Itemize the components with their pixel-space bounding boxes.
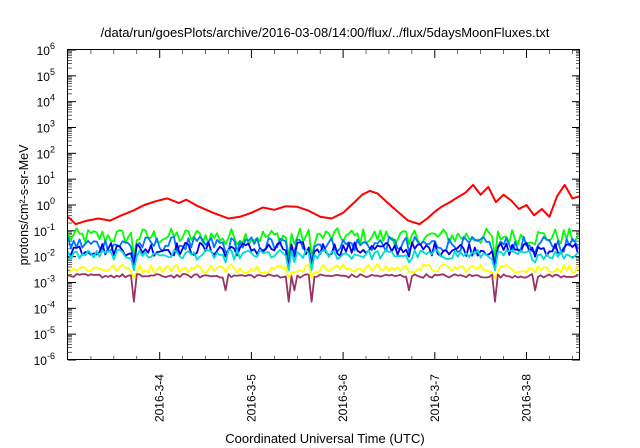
x-tick-label: 2016-3-7 xyxy=(428,374,442,422)
y-tick-base: 10 xyxy=(34,277,48,291)
y-tick-exponent: -2 xyxy=(47,248,55,258)
y-axis-ticks: 10-610-510-410-310-210-11001011021031041… xyxy=(34,41,580,368)
y-tick-label: 10-2 xyxy=(34,248,55,265)
y-tick-base: 10 xyxy=(37,173,51,187)
y-tick-exponent: -3 xyxy=(47,274,55,284)
y-tick-base: 10 xyxy=(37,96,51,110)
y-tick-label: 10-3 xyxy=(34,274,55,291)
series-line xyxy=(67,227,579,258)
y-tick-base: 10 xyxy=(34,302,48,316)
y-tick-label: 101 xyxy=(37,170,55,187)
y-tick-base: 10 xyxy=(37,122,51,136)
y-tick-base: 10 xyxy=(34,354,48,368)
y-tick-label: 10-6 xyxy=(34,351,55,368)
y-tick-exponent: 3 xyxy=(50,119,55,129)
series-line xyxy=(67,241,579,268)
y-tick-base: 10 xyxy=(34,251,48,265)
y-tick-base: 10 xyxy=(37,70,51,84)
y-tick-base: 10 xyxy=(34,328,48,342)
y-axis-label: protons/cm²-s-sr-MeV xyxy=(17,144,31,266)
x-axis-label: Coordinated Universal Time (UTC) xyxy=(225,431,424,446)
chart-title: /data/run/goesPlots/archive/2016-03-08/1… xyxy=(101,25,550,40)
y-tick-label: 10-1 xyxy=(34,222,55,239)
plot-frame xyxy=(67,49,580,360)
y-tick-label: 104 xyxy=(37,93,55,110)
x-tick-label: 2016-3-4 xyxy=(153,374,167,422)
y-tick-exponent: 2 xyxy=(50,144,55,154)
y-tick-exponent: 6 xyxy=(50,41,55,51)
series-line xyxy=(67,263,579,279)
x-tick-label: 2016-3-8 xyxy=(520,374,534,422)
y-tick-exponent: 1 xyxy=(50,170,55,180)
y-tick-exponent: 5 xyxy=(50,67,55,77)
x-axis-ticks: 2016-3-4 2016-3-5 2016-3-6 2016-3-7 2016-3-8 xyxy=(90,50,573,422)
y-tick-exponent: -5 xyxy=(47,325,55,335)
y-tick-exponent: -6 xyxy=(47,351,55,361)
y-tick-label: 105 xyxy=(37,67,55,84)
y-tick-base: 10 xyxy=(34,225,48,239)
series-line xyxy=(67,273,579,303)
y-tick-base: 10 xyxy=(37,147,51,161)
x-tick-label: 2016-3-6 xyxy=(336,374,350,422)
y-tick-label: 106 xyxy=(37,41,55,58)
y-tick-exponent: -1 xyxy=(47,222,55,232)
y-tick-exponent: 0 xyxy=(50,196,55,206)
y-tick-label: 102 xyxy=(37,144,55,161)
series-layer xyxy=(67,183,581,303)
y-tick-exponent: -4 xyxy=(47,299,55,309)
y-tick-base: 10 xyxy=(37,199,51,213)
series-line xyxy=(67,248,579,272)
y-tick-base: 10 xyxy=(37,44,51,58)
y-tick-exponent: 4 xyxy=(50,93,55,103)
series-line xyxy=(67,183,581,226)
y-tick-label: 100 xyxy=(37,196,55,213)
x-tick-label: 2016-3-5 xyxy=(244,374,258,422)
y-tick-label: 103 xyxy=(37,119,55,136)
y-tick-label: 10-5 xyxy=(34,325,55,342)
y-tick-label: 10-4 xyxy=(34,299,55,316)
